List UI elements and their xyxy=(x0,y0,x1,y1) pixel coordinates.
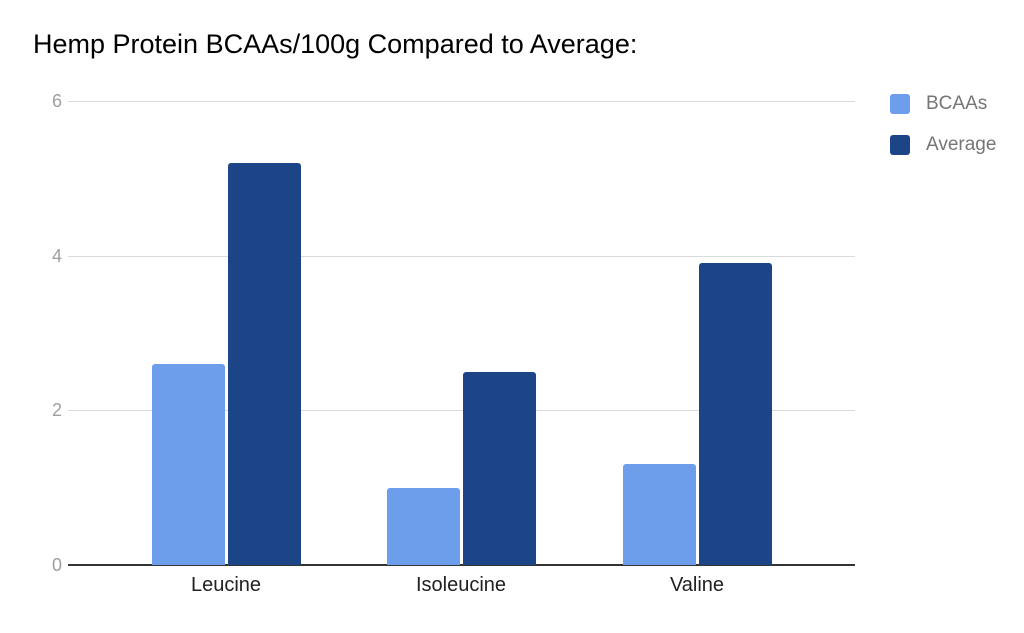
gridline-y2 xyxy=(68,410,855,412)
legend: BCAAs Average xyxy=(890,93,996,175)
bar-average-valine xyxy=(698,263,772,565)
bar-bcaas-leucine xyxy=(151,363,225,565)
bar-group-valine xyxy=(622,101,772,565)
bar-bcaas-valine xyxy=(622,464,696,565)
chart-title: Hemp Protein BCAAs/100g Compared to Aver… xyxy=(33,29,638,59)
x-tick-label-isoleucine: Isoleucine xyxy=(415,574,507,596)
legend-label-bcaas: BCAAs xyxy=(926,93,988,114)
y-tick-label-6: 6 xyxy=(51,91,62,111)
legend-label-average: Average xyxy=(926,134,997,155)
bar-group-leucine xyxy=(151,101,301,565)
legend-item-bcaas: BCAAs xyxy=(890,93,996,115)
bar-bcaas-isoleucine xyxy=(386,487,460,565)
y-tick-label-0: 0 xyxy=(51,555,62,575)
legend-item-average: Average xyxy=(890,134,996,156)
gridline-y6 xyxy=(68,101,855,102)
bar-average-leucine xyxy=(227,162,301,565)
legend-swatch-bcaas xyxy=(890,94,910,114)
y-tick-label-2: 2 xyxy=(51,400,62,421)
gridline-y4 xyxy=(68,255,855,257)
y-tick-label-4: 4 xyxy=(51,245,62,266)
legend-swatch-average xyxy=(890,135,910,155)
bar-group-isoleucine xyxy=(386,101,536,565)
bar-average-isoleucine xyxy=(462,371,536,565)
x-tick-label-valine: Valine xyxy=(669,574,725,596)
x-axis-line xyxy=(68,564,855,566)
x-tick-label-leucine: Leucine xyxy=(190,574,262,596)
